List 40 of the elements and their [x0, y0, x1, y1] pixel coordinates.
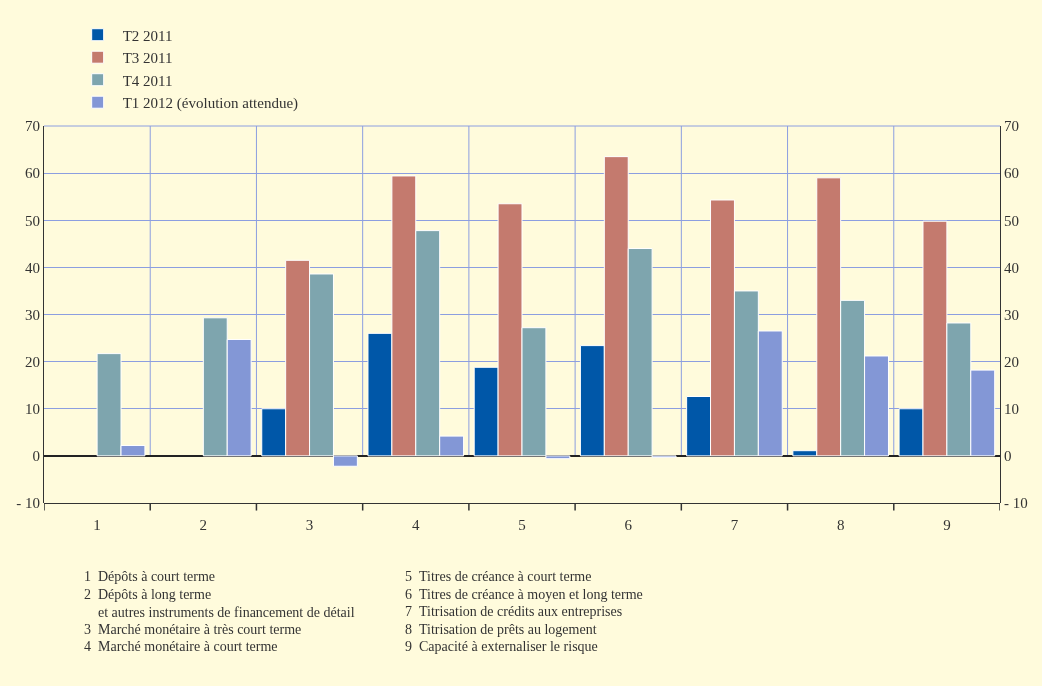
text: 3 Marché monétaire à très court terme	[84, 622, 302, 637]
y-tick-label: - 10	[16, 495, 40, 512]
x-tick-label: 5	[518, 517, 526, 533]
y-tick-label: 10	[25, 401, 40, 417]
y2-tick-label: 50	[1004, 212, 1019, 229]
y-tick-label: 20	[25, 353, 40, 370]
y-tick-label: 50	[25, 212, 40, 229]
x-tick-label: 2	[199, 517, 208, 533]
x-tick-label: 9	[943, 517, 951, 533]
x-tick-label: 7	[730, 517, 739, 533]
y-tick-label: 40	[25, 259, 40, 276]
text: 7 Titrisation de crédits aux entreprises	[405, 604, 623, 619]
x-tick-label: 4	[412, 517, 421, 533]
x-tick-label: 1	[93, 517, 101, 533]
text: 5 Titres de créance à court terme	[405, 569, 592, 584]
text: 2 Dépôts à long terme et autres instruments de financement de détail	[84, 587, 355, 621]
text: 8 Titrisation de prêts au logement	[405, 622, 597, 637]
y2-tick-label: 60	[1004, 165, 1019, 182]
y2-tick-label: 20	[1004, 353, 1019, 370]
text: 9 Capacité à externaliser le risque	[405, 639, 598, 654]
y-tick-label: 0	[32, 448, 40, 465]
legend-label: T4 2011	[122, 72, 173, 89]
y-tick-label: 70	[25, 118, 40, 135]
legend-label: T3 2011	[122, 50, 173, 67]
text: 4 Marché monétaire à court terme	[84, 639, 278, 654]
y2-tick-label: 40	[1004, 259, 1019, 276]
x-tick-label: 3	[305, 517, 314, 533]
text: 1 Dépôts à court terme	[84, 569, 216, 584]
legend-label: T2 2011	[122, 27, 173, 44]
legend-label: T1 2012 (évolution attendue)	[122, 95, 299, 113]
text: 6 Titres de créance à moyen et long terme	[405, 587, 643, 602]
y2-tick-label: 0	[1004, 448, 1012, 465]
y2-tick-label: 30	[1004, 306, 1019, 323]
y2-tick-label: 70	[1004, 118, 1019, 135]
y2-tick-label: - 10	[1004, 495, 1028, 512]
y-tick-label: 30	[25, 306, 40, 323]
x-tick-label: 6	[624, 517, 633, 533]
y2-tick-label: 10	[1004, 401, 1019, 417]
x-tick-label: 8	[836, 517, 845, 533]
y-tick-label: 60	[25, 165, 40, 182]
